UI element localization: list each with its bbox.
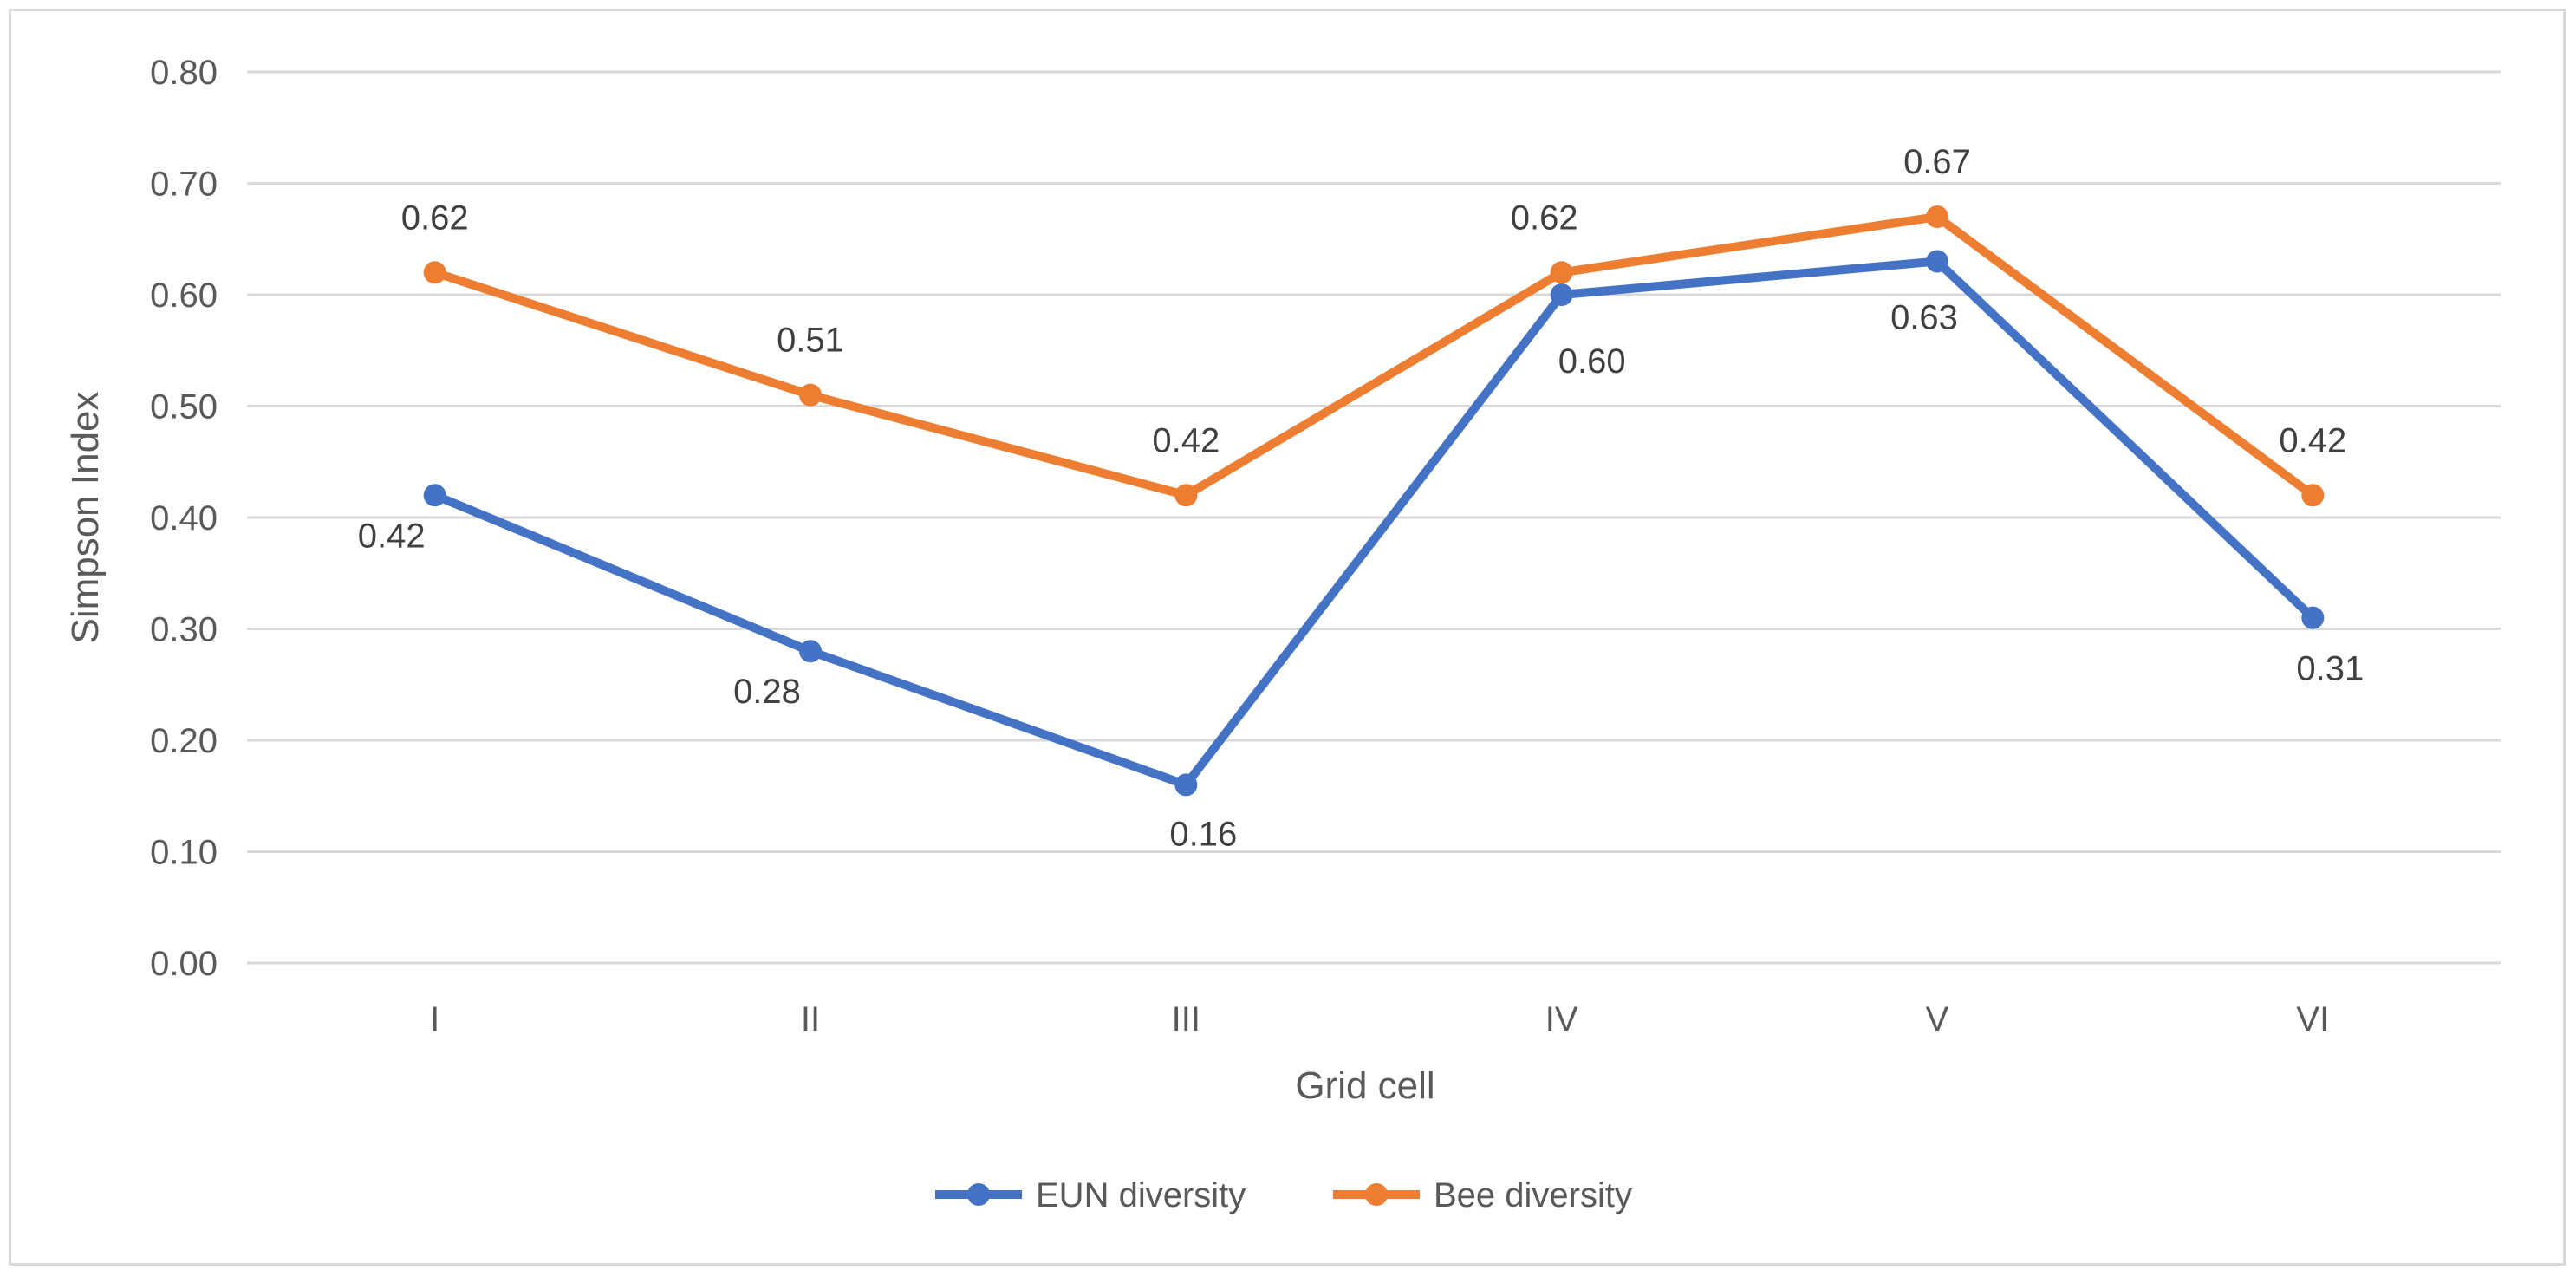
- data-label: 0.42: [358, 517, 426, 555]
- y-axis-title: Simpson Index: [64, 391, 107, 643]
- series: [423, 205, 2325, 797]
- y-tick-label: 0.80: [150, 54, 218, 92]
- data-label: 0.42: [1152, 421, 1220, 459]
- data-point: [799, 383, 822, 407]
- x-tick-label: IV: [1545, 1000, 1578, 1038]
- data-label: 0.42: [2279, 421, 2346, 459]
- data-label: 0.62: [1511, 199, 1578, 237]
- x-tick-label: II: [801, 1000, 820, 1038]
- legend: EUN diversity Bee diversity: [935, 1176, 1632, 1214]
- data-label: 0.63: [1890, 298, 1958, 336]
- y-tick-label: 0.30: [150, 611, 218, 649]
- legend-swatch-marker: [967, 1183, 990, 1206]
- series-bee-diversity: [423, 205, 2325, 507]
- data-point: [1174, 773, 1198, 797]
- y-tick-label: 0.40: [150, 499, 218, 537]
- gridlines: [247, 70, 2501, 965]
- y-axis-ticks: 0.00 0.10 0.20 0.30 0.40 0.50 0.60 0.70 0.80: [150, 54, 218, 983]
- y-tick-label: 0.00: [150, 945, 218, 983]
- y-tick-label: 0.10: [150, 834, 218, 872]
- series-line: [430, 257, 2318, 790]
- legend-item: EUN diversity: [935, 1176, 1246, 1214]
- x-axis-ticks: I II III IV V VI: [430, 1000, 2329, 1038]
- data-point: [1550, 261, 1573, 284]
- y-tick-label: 0.50: [150, 388, 218, 426]
- data-label: 0.60: [1558, 342, 1626, 381]
- legend-label: EUN diversity: [1036, 1176, 1246, 1214]
- data-label: 0.51: [777, 322, 844, 360]
- legend-item: Bee diversity: [1333, 1176, 1632, 1214]
- line-chart: 0.000.100.200.300.400.500.600.700.80 I II…: [64, 54, 2501, 1214]
- series-eun-diversity: [423, 250, 2325, 797]
- data-point: [423, 261, 446, 284]
- y-tick-label: 0.60: [150, 277, 218, 315]
- x-tick-label: VI: [2296, 1000, 2329, 1038]
- legend-label: Bee diversity: [1434, 1176, 1632, 1214]
- data-point: [423, 484, 446, 507]
- data-point: [1926, 205, 1948, 229]
- x-tick-label: V: [1926, 1000, 1949, 1038]
- x-tick-label: III: [1172, 1000, 1200, 1038]
- y-tick-label: 0.70: [150, 166, 218, 204]
- data-label: 0.67: [1903, 143, 1971, 181]
- data-point: [1926, 250, 1948, 273]
- data-label: 0.28: [733, 673, 801, 711]
- series-line: [430, 212, 2318, 500]
- chart-frame: 0.00 0.10 0.20 0.30 0.40 0.50 0.60 0.70 0.80 I II…: [9, 9, 2566, 1266]
- data-point: [1174, 484, 1198, 507]
- y-tick-label: 0.20: [150, 722, 218, 760]
- data-label: 0.16: [1169, 815, 1237, 853]
- x-axis-title: Grid cell: [1295, 1064, 1434, 1107]
- data-point: [1550, 283, 1573, 306]
- data-labels: 0.42 0.28 0.16 0.60 0.63 0.31 0.62 0.51 0.42 0.62…: [358, 143, 2365, 853]
- data-point: [2301, 606, 2325, 629]
- x-tick-label: I: [430, 1000, 439, 1038]
- data-point: [799, 640, 822, 663]
- data-label: 0.62: [401, 199, 469, 237]
- legend-swatch-marker: [1365, 1183, 1388, 1206]
- data-point: [2301, 484, 2325, 507]
- data-label: 0.31: [2296, 650, 2364, 688]
